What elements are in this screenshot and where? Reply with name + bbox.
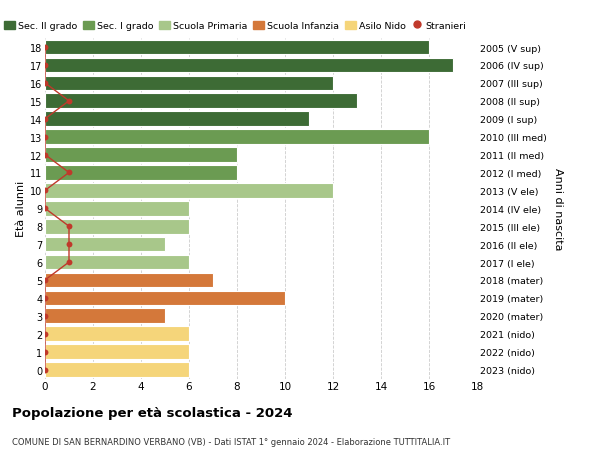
- Point: [40, 80, 50, 87]
- Point: [40, 313, 50, 320]
- Bar: [45, 166, 237, 180]
- Bar: [45, 291, 285, 306]
- Point: [40, 116, 50, 123]
- Point: [40, 330, 50, 338]
- Bar: [45, 148, 237, 162]
- Point: [40, 277, 50, 284]
- Bar: [45, 309, 165, 324]
- Bar: [45, 112, 309, 127]
- Bar: [45, 41, 429, 55]
- Point: [64, 98, 74, 105]
- Bar: [45, 363, 189, 377]
- Point: [40, 62, 50, 69]
- Bar: [45, 255, 189, 270]
- Bar: [45, 327, 189, 341]
- Point: [64, 241, 74, 248]
- Point: [40, 348, 50, 356]
- Text: Popolazione per età scolastica - 2024: Popolazione per età scolastica - 2024: [12, 406, 293, 419]
- Point: [64, 259, 74, 266]
- Bar: [45, 130, 429, 145]
- Point: [40, 151, 50, 159]
- Legend: Sec. II grado, Sec. I grado, Scuola Primaria, Scuola Infanzia, Asilo Nido, Stran: Sec. II grado, Sec. I grado, Scuola Prim…: [4, 22, 467, 31]
- Bar: [45, 94, 357, 109]
- Text: COMUNE DI SAN BERNARDINO VERBANO (VB) - Dati ISTAT 1° gennaio 2024 - Elaborazion: COMUNE DI SAN BERNARDINO VERBANO (VB) - …: [12, 437, 450, 446]
- Bar: [45, 184, 333, 198]
- Bar: [45, 273, 213, 288]
- Point: [40, 295, 50, 302]
- Y-axis label: Età alunni: Età alunni: [16, 181, 26, 237]
- Bar: [45, 345, 189, 359]
- Point: [40, 187, 50, 195]
- Point: [40, 134, 50, 141]
- Point: [40, 44, 50, 51]
- Bar: [45, 237, 165, 252]
- Bar: [45, 58, 453, 73]
- Point: [64, 223, 74, 230]
- Bar: [45, 219, 189, 234]
- Bar: [45, 202, 189, 216]
- Point: [40, 205, 50, 213]
- Point: [40, 366, 50, 374]
- Point: [64, 169, 74, 177]
- Y-axis label: Anni di nascita: Anni di nascita: [553, 168, 563, 250]
- Bar: [45, 76, 333, 91]
